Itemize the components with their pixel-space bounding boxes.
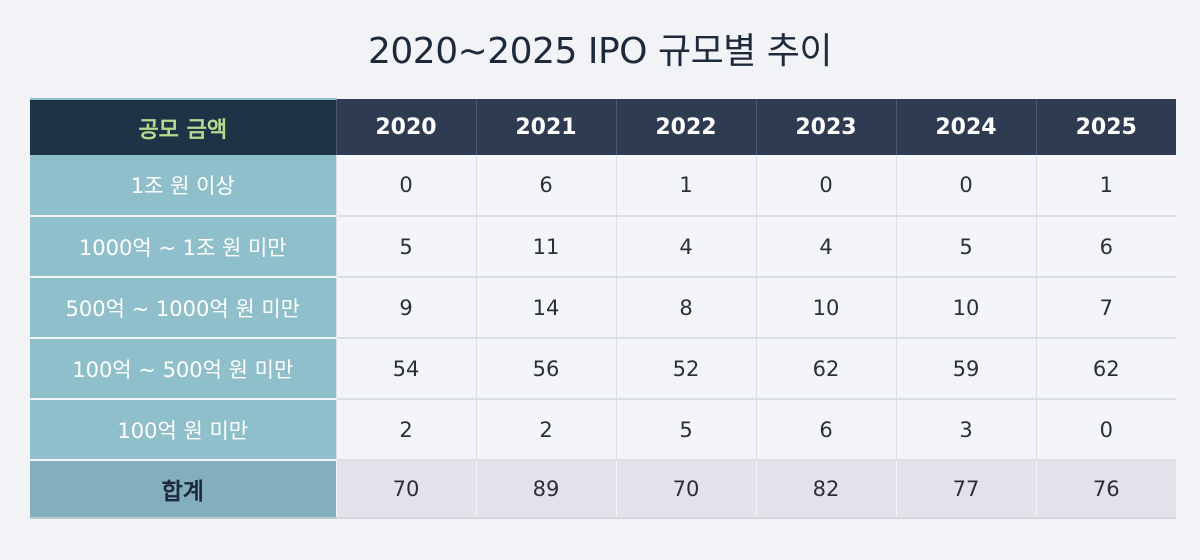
table-cell: 14: [475, 277, 616, 339]
table-cell: 10: [895, 277, 1036, 339]
table-cell: 9: [335, 277, 476, 339]
table-cell: 5: [895, 216, 1036, 278]
ipo-size-table: 공모 금액 2020 2021 2022 2023 2024 2025 1조 원…: [30, 98, 1176, 519]
table-cell: 1: [615, 155, 756, 217]
table-cell: 0: [895, 155, 1036, 217]
table-cell: 7: [1035, 277, 1176, 339]
header-year: 2021: [475, 99, 616, 155]
table-cell: 5: [335, 216, 476, 278]
table-cell: 0: [755, 155, 896, 217]
table-cell: 5: [615, 399, 756, 461]
table-cell: 6: [475, 155, 616, 217]
row-label: 1조 원 이상: [30, 155, 336, 217]
table-cell: 52: [615, 338, 756, 400]
row-label: 100억 ~ 500억 원 미만: [30, 338, 336, 400]
total-label: 합계: [30, 460, 336, 519]
table-cell: 11: [475, 216, 616, 278]
header-year: 2024: [895, 99, 1036, 155]
table-cell: 1: [1035, 155, 1176, 217]
total-cell: 70: [335, 460, 476, 519]
header-year: 2023: [755, 99, 896, 155]
table-cell: 62: [1035, 338, 1176, 400]
total-cell: 89: [475, 460, 616, 519]
total-cell: 76: [1035, 460, 1176, 519]
total-cell: 77: [895, 460, 1036, 519]
table-row: 100억 원 미만 2 2 5 6 3 0: [30, 399, 1176, 461]
total-cell: 70: [615, 460, 756, 519]
row-label: 1000억 ~ 1조 원 미만: [30, 216, 336, 278]
header-offering-amount: 공모 금액: [30, 98, 336, 155]
table-header-row: 공모 금액 2020 2021 2022 2023 2024 2025: [30, 98, 1176, 155]
table-cell: 6: [1035, 216, 1176, 278]
total-row: 합계 70 89 70 82 77 76: [30, 460, 1176, 519]
table-cell: 3: [895, 399, 1036, 461]
table-cell: 10: [755, 277, 896, 339]
table-row: 1조 원 이상 0 6 1 0 0 1: [30, 155, 1176, 217]
total-cell: 82: [755, 460, 896, 519]
table-cell: 6: [755, 399, 896, 461]
table-row: 100억 ~ 500억 원 미만 54 56 52 62 59 62: [30, 338, 1176, 400]
table-cell: 0: [335, 155, 476, 217]
table-cell: 8: [615, 277, 756, 339]
header-year: 2025: [1035, 99, 1176, 155]
table-cell: 59: [895, 338, 1036, 400]
table-cell: 2: [475, 399, 616, 461]
table-cell: 0: [1035, 399, 1176, 461]
table-cell: 4: [615, 216, 756, 278]
header-year: 2020: [335, 99, 476, 155]
table-cell: 62: [755, 338, 896, 400]
table-cell: 56: [475, 338, 616, 400]
table-cell: 54: [335, 338, 476, 400]
row-label: 100억 원 미만: [30, 399, 336, 461]
row-label: 500억 ~ 1000억 원 미만: [30, 277, 336, 339]
table-row: 500억 ~ 1000억 원 미만 9 14 8 10 10 7: [30, 277, 1176, 339]
table-row: 1000억 ~ 1조 원 미만 5 11 4 4 5 6: [30, 216, 1176, 278]
table-cell: 4: [755, 216, 896, 278]
page-title: 2020~2025 IPO 규모별 추이: [368, 31, 833, 72]
table-cell: 2: [335, 399, 476, 461]
header-year: 2022: [615, 99, 756, 155]
